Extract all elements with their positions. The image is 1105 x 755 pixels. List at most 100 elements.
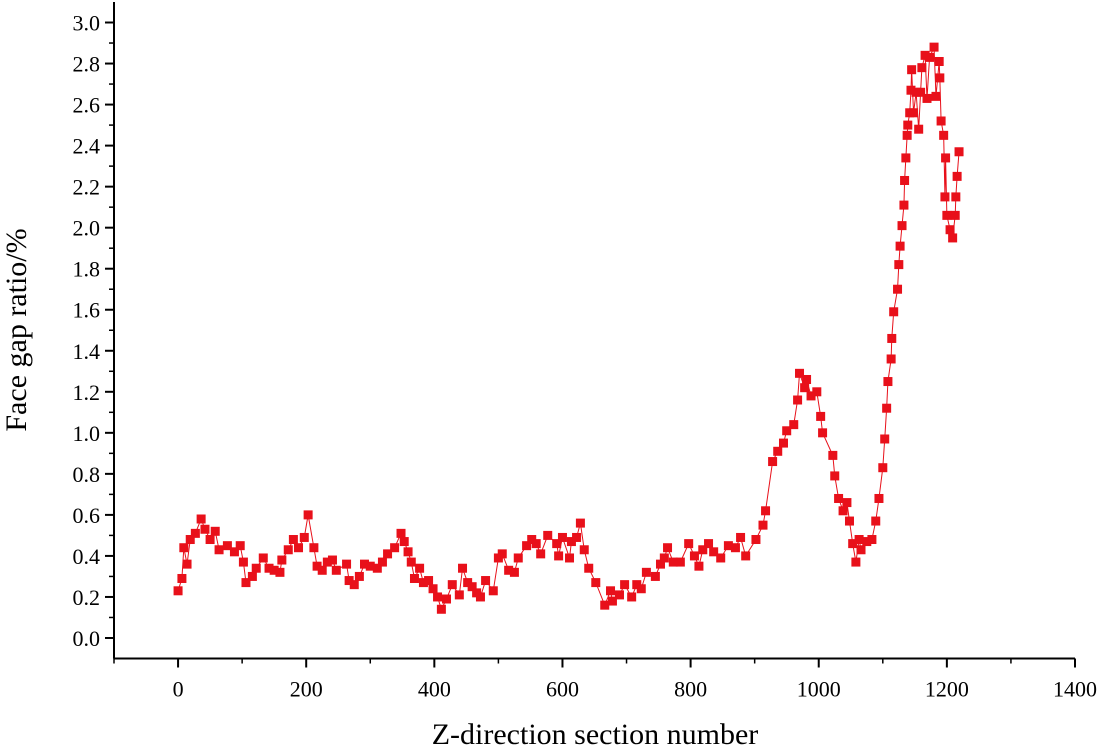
- data-point: [399, 537, 409, 547]
- data-point: [736, 532, 746, 542]
- data-point: [403, 547, 413, 557]
- y-tick-label: 1.4: [73, 339, 101, 364]
- data-point: [372, 563, 382, 573]
- data-point: [917, 63, 927, 73]
- x-tick-label: 0: [173, 677, 184, 702]
- data-point: [327, 555, 337, 565]
- data-point: [862, 537, 872, 547]
- x-tick-label: 1200: [925, 677, 969, 702]
- data-point: [454, 590, 464, 600]
- x-tick-label: 200: [290, 677, 323, 702]
- data-point: [894, 260, 904, 270]
- data-point: [916, 87, 926, 97]
- data-point: [543, 530, 553, 540]
- data-point: [531, 539, 541, 549]
- data-point: [418, 578, 428, 588]
- y-axis-title: Face gap ratio/%: [0, 228, 33, 431]
- data-point: [723, 541, 733, 551]
- data-point: [241, 578, 251, 588]
- data-point: [552, 539, 562, 549]
- data-point: [941, 153, 951, 163]
- data-point: [900, 175, 910, 185]
- data-point: [396, 528, 406, 538]
- data-point: [874, 493, 884, 503]
- data-point: [283, 545, 293, 555]
- data-point: [475, 592, 485, 602]
- data-point: [620, 580, 630, 590]
- data-point: [931, 91, 941, 101]
- y-tick-label: 1.6: [73, 298, 101, 323]
- data-point: [575, 518, 585, 528]
- y-tick-label: 0.6: [73, 503, 101, 528]
- data-point: [390, 543, 400, 553]
- y-tick-label: 1.8: [73, 257, 101, 282]
- data-point: [342, 559, 352, 569]
- data-point: [897, 221, 907, 231]
- data-point: [838, 506, 848, 516]
- data-point: [689, 551, 699, 561]
- data-point: [312, 561, 322, 571]
- data-point: [554, 551, 564, 561]
- data-point: [741, 551, 751, 561]
- data-point: [952, 171, 962, 181]
- data-point: [173, 586, 183, 596]
- data-point: [415, 563, 425, 573]
- data-point: [481, 576, 491, 586]
- data-point: [882, 403, 892, 413]
- y-tick-label: 0.0: [73, 626, 101, 651]
- data-point: [818, 428, 828, 438]
- data-point: [349, 580, 359, 590]
- data-point: [883, 377, 893, 387]
- data-point: [848, 539, 858, 549]
- data-point: [709, 547, 719, 557]
- data-point: [940, 192, 950, 202]
- data-point: [433, 592, 443, 602]
- data-point: [793, 395, 803, 405]
- data-point: [834, 493, 844, 503]
- data-point: [222, 541, 232, 551]
- data-point: [214, 545, 224, 555]
- data-point: [925, 52, 935, 62]
- data-point: [488, 586, 498, 596]
- data-point: [504, 565, 514, 575]
- data-point: [424, 576, 434, 586]
- x-tick-label: 1400: [1053, 677, 1097, 702]
- data-point: [447, 580, 457, 590]
- data-point: [288, 535, 298, 545]
- data-point: [936, 116, 946, 126]
- data-point: [522, 541, 532, 551]
- data-point: [584, 563, 594, 573]
- data-point: [277, 555, 287, 565]
- data-point: [650, 571, 660, 581]
- data-point: [235, 541, 245, 551]
- data-point: [641, 567, 651, 577]
- data-point: [627, 592, 637, 602]
- data-point: [409, 573, 419, 583]
- data-point: [354, 571, 364, 581]
- y-tick-label: 0.8: [73, 462, 101, 487]
- data-point: [704, 539, 714, 549]
- data-point: [428, 584, 438, 594]
- data-point: [179, 543, 189, 553]
- y-tick-label: 3.0: [73, 11, 101, 36]
- data-point: [360, 559, 370, 569]
- data-point: [557, 532, 567, 542]
- data-point: [675, 557, 685, 567]
- data-point: [606, 586, 616, 596]
- y-tick-label: 2.2: [73, 175, 101, 200]
- x-axis-title: Z-direction section number: [432, 718, 759, 751]
- data-point: [200, 524, 210, 534]
- data-point: [303, 510, 313, 520]
- data-point: [299, 532, 309, 542]
- data-point: [899, 200, 909, 210]
- data-point: [247, 571, 257, 581]
- data-point: [275, 567, 285, 577]
- x-tick-label: 1000: [797, 677, 841, 702]
- data-point: [614, 590, 624, 600]
- data-point: [716, 553, 726, 563]
- data-point: [948, 233, 958, 243]
- data-point: [177, 573, 187, 583]
- data-point: [939, 130, 949, 140]
- data-point: [513, 553, 523, 563]
